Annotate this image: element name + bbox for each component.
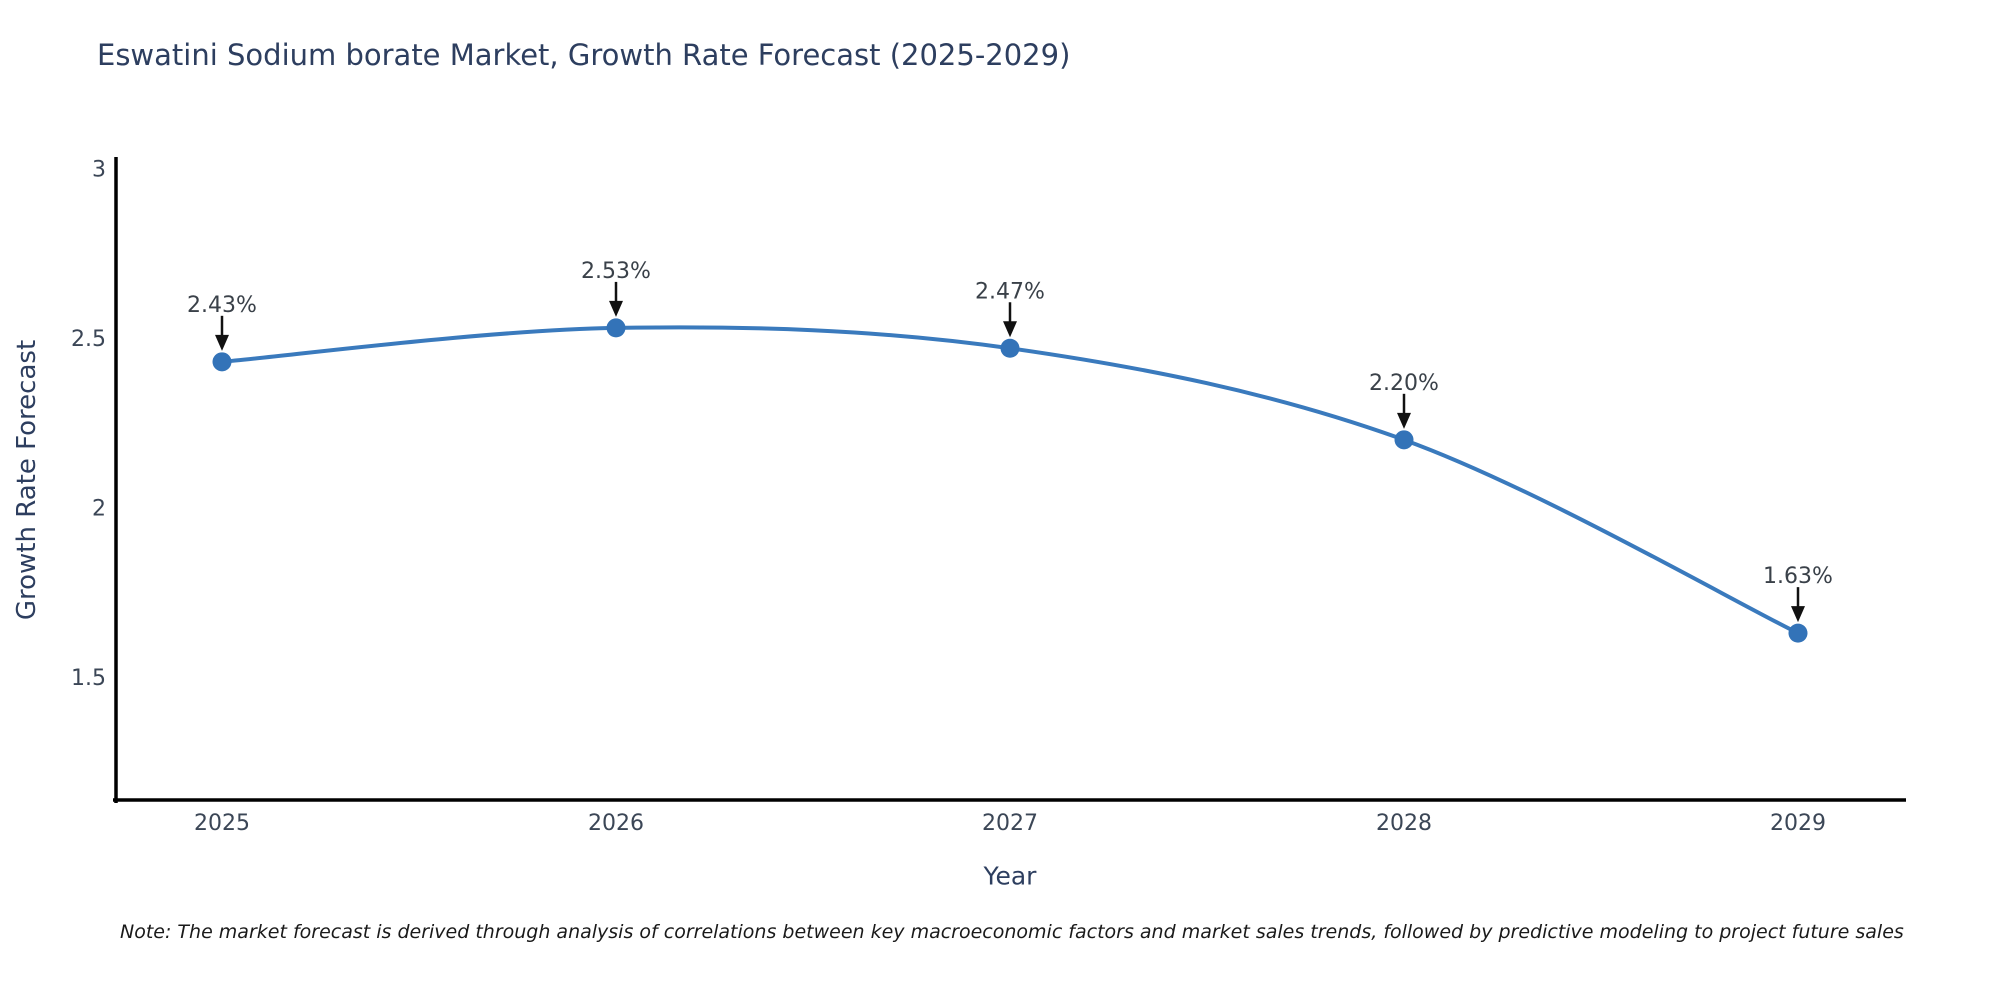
footnote: Note: The market forecast is derived thr… — [120, 921, 1904, 943]
annotation-arrowhead-icon — [215, 334, 229, 351]
data-point-label: 2.53% — [581, 259, 651, 284]
annotation-arrowhead-icon — [609, 300, 623, 317]
data-point-marker — [212, 352, 232, 372]
chart-title: Eswatini Sodium borate Market, Growth Ra… — [97, 38, 1071, 72]
y-tick-label: 2.5 — [71, 327, 106, 352]
annotation-arrowhead-icon — [1003, 321, 1017, 338]
x-tick-label: 2029 — [1770, 811, 1826, 836]
y-tick-label: 1.5 — [71, 666, 106, 691]
y-tick-label: 3 — [92, 158, 106, 183]
annotation-arrowhead-icon — [1397, 412, 1411, 429]
y-tick-label: 2 — [92, 497, 106, 522]
annotation-arrowhead-icon — [1791, 606, 1805, 623]
data-point-label: 2.20% — [1369, 371, 1439, 396]
x-tick-label: 2028 — [1376, 811, 1432, 836]
axis-spines — [113, 157, 1906, 803]
x-axis-label: Year — [983, 861, 1037, 891]
series-line — [220, 325, 1800, 636]
data-point-marker — [1000, 338, 1020, 358]
x-tick-label: 2026 — [588, 811, 644, 836]
data-point-label: 2.43% — [187, 293, 257, 318]
x-tick-label: 2025 — [194, 811, 250, 836]
data-point-marker — [606, 318, 626, 338]
data-point-label: 2.47% — [975, 279, 1045, 304]
data-point-marker — [1394, 430, 1414, 450]
x-tick-label: 2027 — [982, 811, 1038, 836]
data-point-marker — [1788, 623, 1808, 643]
data-point-label: 1.63% — [1763, 564, 1833, 589]
